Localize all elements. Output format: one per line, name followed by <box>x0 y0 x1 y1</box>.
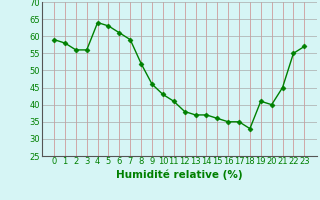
X-axis label: Humidité relative (%): Humidité relative (%) <box>116 169 243 180</box>
